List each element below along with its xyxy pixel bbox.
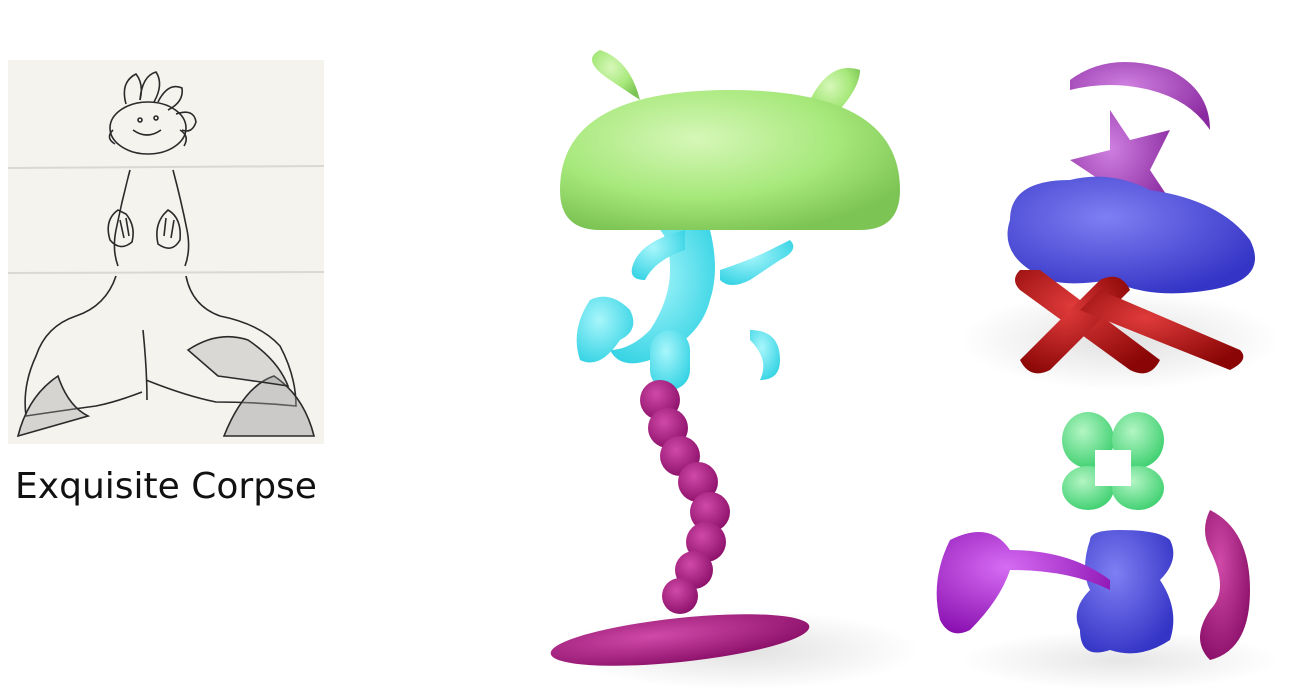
magenta-crescent-part xyxy=(1200,510,1250,660)
composite-creature-model xyxy=(520,30,920,690)
stacked-parts-model xyxy=(950,40,1280,390)
caption-label: Exquisite Corpse xyxy=(15,466,317,507)
assembled-parts-model xyxy=(920,400,1280,690)
sketch-legs xyxy=(16,275,316,438)
fold-line xyxy=(8,271,324,274)
purple-crescent-part xyxy=(1070,62,1210,130)
mint-clover-part xyxy=(1062,412,1164,510)
sketch-torso xyxy=(107,169,190,267)
blue-body-part xyxy=(1007,176,1255,294)
green-cap-part xyxy=(560,50,900,230)
exquisite-corpse-sketch xyxy=(8,60,324,444)
cyan-torso-part xyxy=(576,230,794,390)
blue-block-part xyxy=(1076,530,1174,654)
violet-tail-part xyxy=(936,532,1110,634)
fold-line xyxy=(8,165,324,169)
red-cross-part xyxy=(1015,270,1244,374)
magenta-leg-part xyxy=(550,380,810,666)
sketch-head xyxy=(108,71,197,155)
